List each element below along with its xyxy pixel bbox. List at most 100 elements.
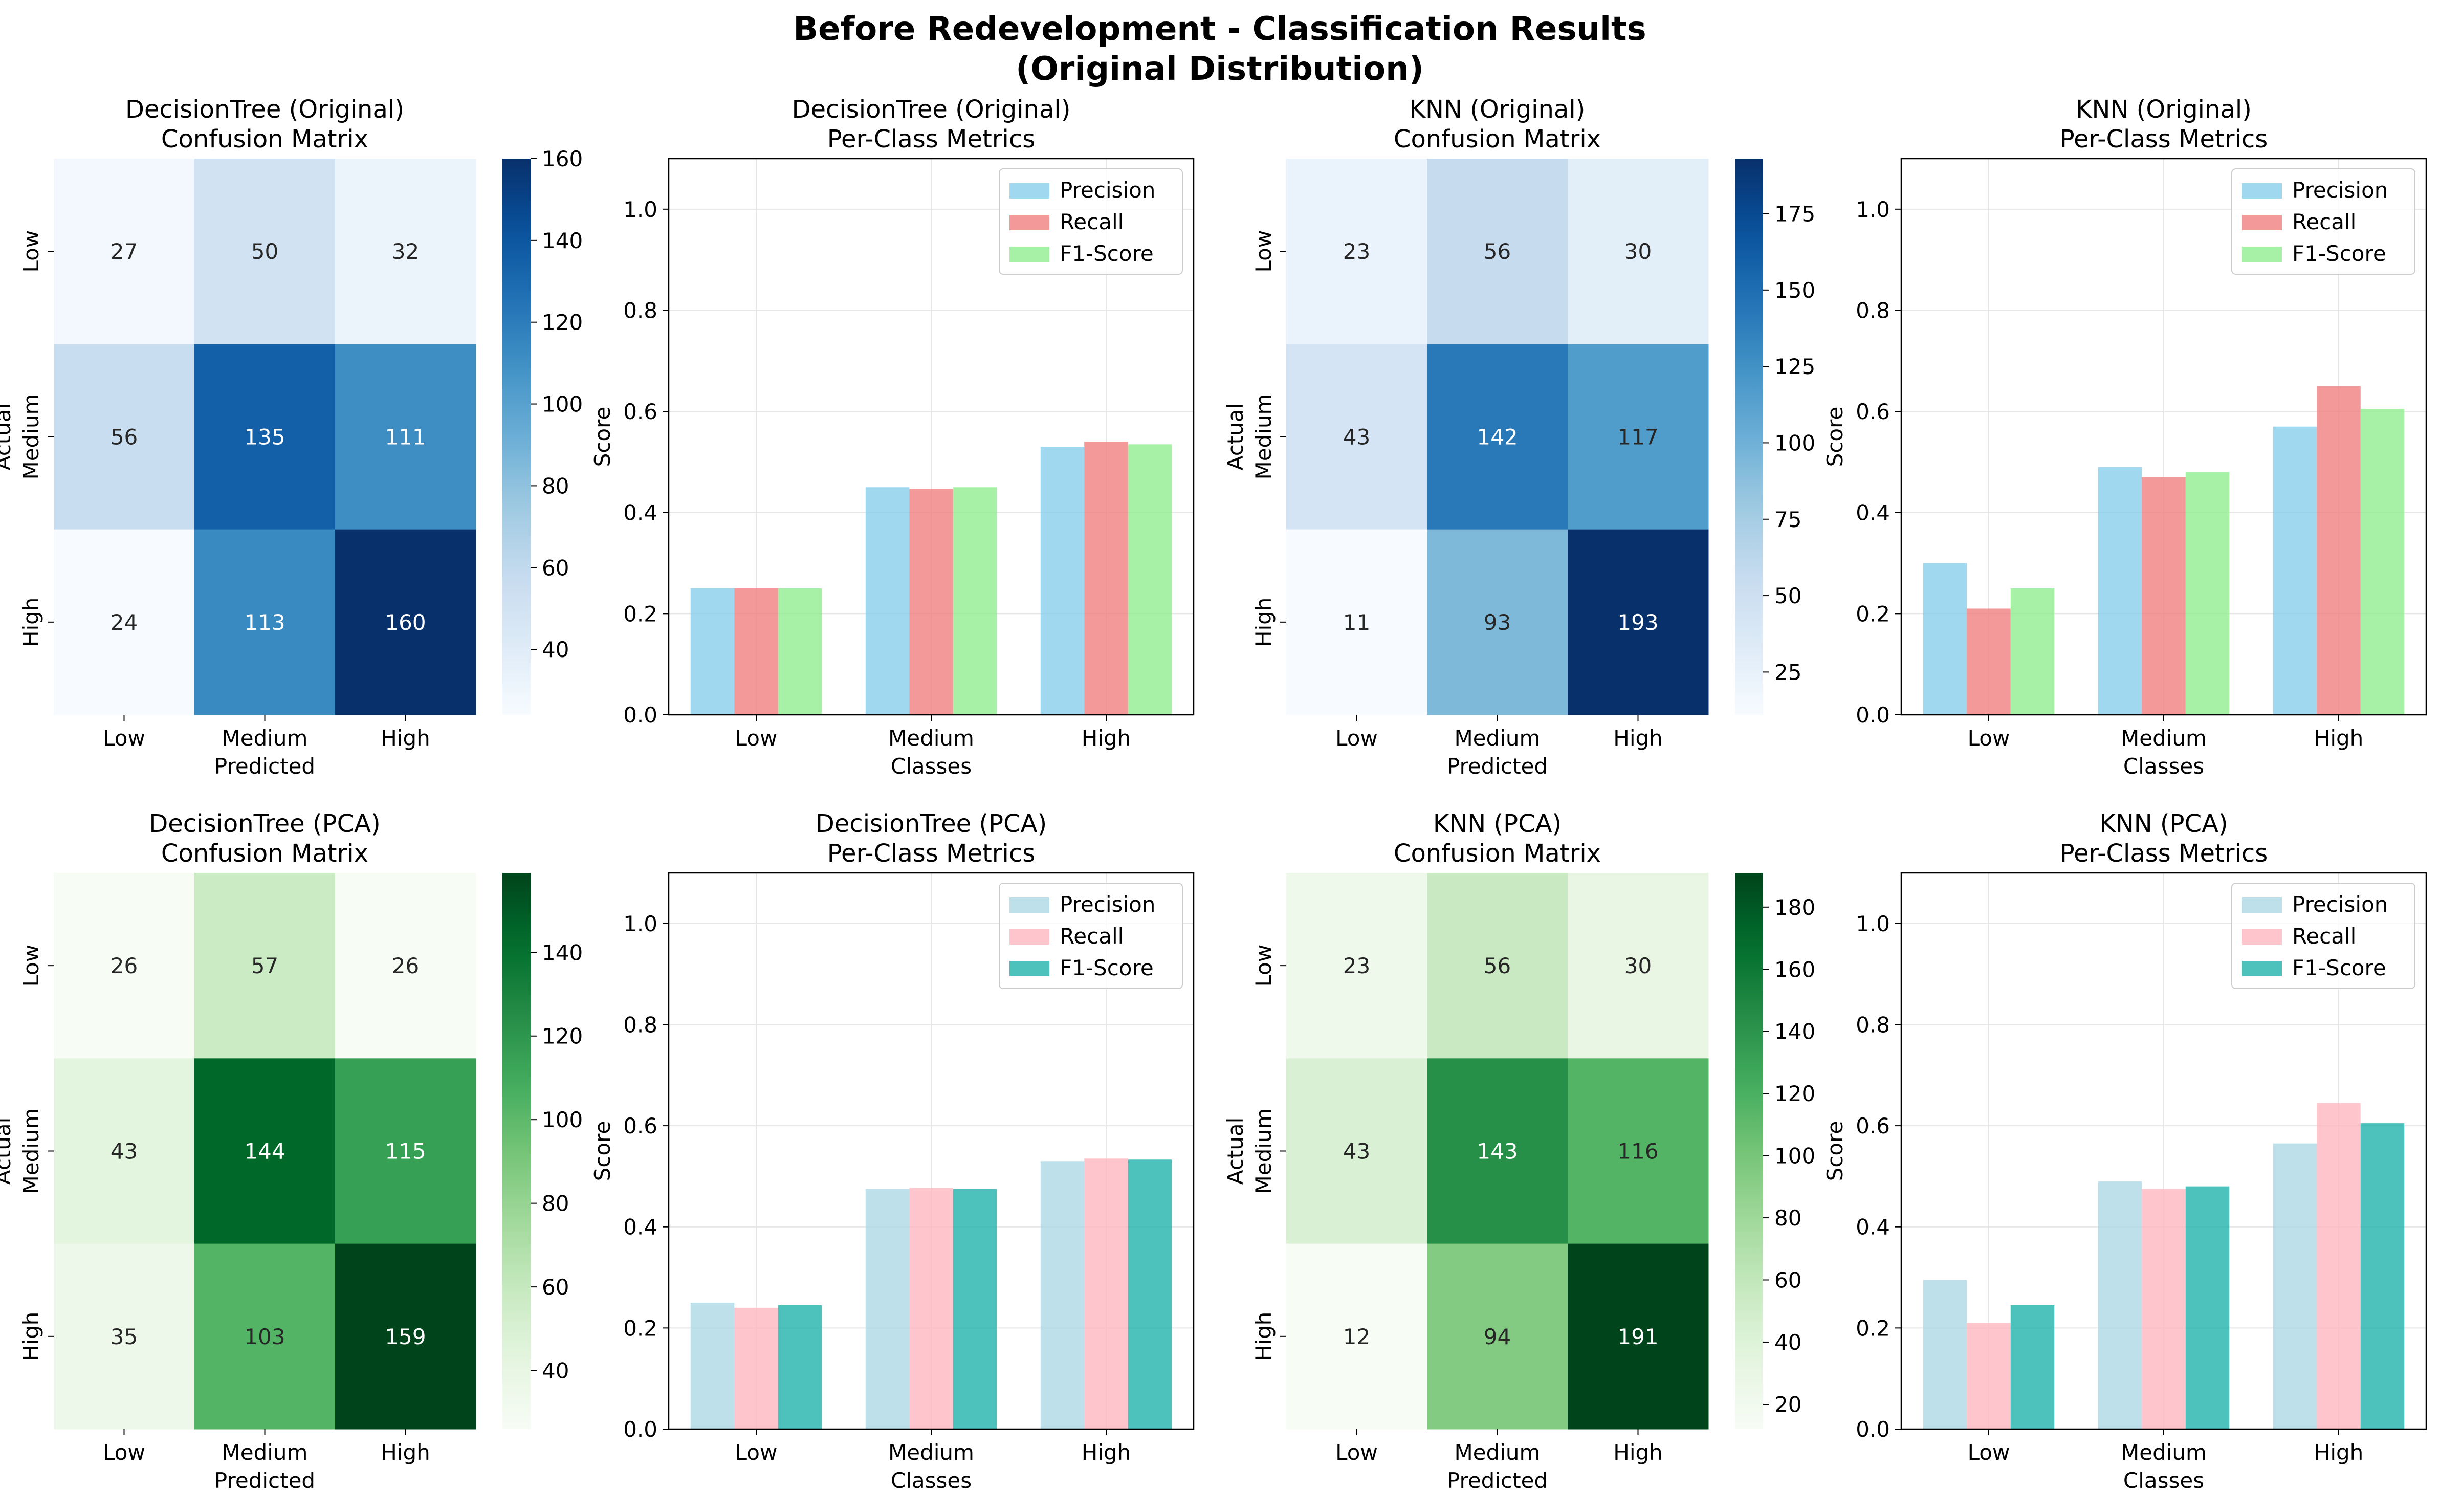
y-tick-label: Medium: [1251, 1108, 1276, 1194]
y-tick-label: High: [1251, 1312, 1276, 1362]
heatmap-cell-value: 94: [1484, 1324, 1511, 1349]
bar: [1967, 608, 2011, 715]
legend-swatch: [1009, 215, 1049, 230]
legend-label: Precision: [1060, 892, 1155, 917]
colorbar-tick-label: 180: [1774, 895, 1815, 920]
x-tick-label: Medium: [222, 726, 308, 751]
heatmap-cell-value: 11: [1343, 610, 1370, 635]
legend-swatch: [1009, 897, 1049, 913]
x-tick-label: Low: [735, 726, 778, 751]
heatmap-cell: [1286, 1058, 1427, 1244]
y-tick-label: 0.4: [1856, 500, 1890, 525]
panels: DecisionTree (Original) Confusion Matrix 2…: [0, 95, 2427, 1493]
legend-swatch: [2242, 215, 2282, 230]
heatmap-cell-value: 117: [1617, 425, 1658, 450]
bar-title-line1: DecisionTree (Original): [792, 95, 1071, 124]
x-tick-label: High: [1613, 1440, 1663, 1465]
x-tick-label: Medium: [2121, 726, 2207, 751]
legend-label: Recall: [1060, 924, 1124, 949]
legend-label: F1-Score: [2292, 241, 2386, 266]
bar: [690, 588, 735, 715]
y-tick-label: High: [18, 598, 43, 647]
heatmap-cell-value: 193: [1617, 610, 1658, 635]
heatmap-cell-value: 27: [111, 239, 138, 264]
colorbar-tick-label: 40: [542, 1358, 569, 1384]
legend-swatch: [1009, 929, 1049, 945]
colorbar-tick-label: 140: [542, 228, 583, 253]
heatmap-cell-value: 50: [251, 239, 278, 264]
x-tick-label: Low: [103, 1440, 145, 1465]
heatmap-title-line1: DecisionTree (Original): [125, 95, 404, 124]
x-tick-label: Medium: [1455, 726, 1541, 751]
y-axis-label: Actual: [0, 403, 15, 471]
y-tick-label: 0.0: [623, 703, 657, 728]
bar: [690, 1302, 735, 1429]
figure-title-line1: Before Redevelopment - Classification Re…: [793, 10, 1646, 48]
colorbar-tick-label: 160: [1774, 957, 1815, 982]
bar: [1967, 1323, 2011, 1429]
y-tick-label: 0.8: [1856, 298, 1890, 323]
bar-title-line2: Per-Class Metrics: [827, 125, 1036, 154]
colorbar-tick-label: 100: [542, 1107, 583, 1132]
heatmap-cell: [194, 344, 336, 530]
heatmap-cell-value: 159: [385, 1324, 426, 1349]
bar: [953, 487, 997, 715]
x-tick-label: Medium: [2121, 1440, 2207, 1465]
y-tick-label: 0.2: [1856, 601, 1890, 626]
colorbar-tick-label: 140: [542, 940, 583, 965]
x-tick-label: High: [1082, 726, 1131, 751]
heatmap-cell-value: 191: [1617, 1324, 1658, 1349]
bar: [778, 588, 822, 715]
colorbar-tick-label: 25: [1774, 660, 1801, 685]
colorbar-tick-label: 150: [1774, 278, 1815, 303]
colorbar-tick-label: 80: [542, 473, 569, 498]
legend-label: Recall: [2292, 209, 2356, 234]
colorbar-tick-label: 60: [542, 1275, 569, 1300]
y-tick-label: 0.0: [623, 1417, 657, 1442]
colorbar-tick-label: 120: [542, 1024, 583, 1049]
bar: [909, 1188, 953, 1429]
legend-label: Recall: [1060, 209, 1124, 234]
bar: [865, 487, 910, 715]
heatmap-cell-value: 116: [1617, 1139, 1658, 1164]
heatmap-cell: [1286, 344, 1427, 530]
y-tick-label: 0.2: [1856, 1316, 1890, 1341]
bar: [778, 1305, 822, 1429]
y-tick-label: 0.4: [1856, 1215, 1890, 1240]
legend-label: Recall: [2292, 924, 2356, 949]
heatmap-cell: [194, 873, 336, 1059]
x-tick-label: High: [381, 1440, 430, 1465]
y-tick-label: 1.0: [623, 911, 657, 936]
bar: [2142, 1189, 2186, 1429]
heatmap-title-line1: KNN (Original): [1410, 95, 1586, 124]
legend-swatch: [2242, 247, 2282, 262]
colorbar: [502, 873, 531, 1429]
bar-title-line1: DecisionTree (PCA): [816, 809, 1047, 838]
y-axis-label: Score: [590, 1121, 615, 1181]
heatmap-cell-value: 30: [1624, 953, 1652, 978]
y-tick-label: High: [18, 1312, 43, 1362]
y-axis-label: Actual: [1223, 403, 1248, 471]
heatmap-cell: [1286, 529, 1427, 715]
heatmap-cell: [194, 159, 336, 344]
x-tick-label: High: [381, 726, 430, 751]
y-tick-label: 0.6: [1856, 399, 1890, 424]
y-tick-label: 0.0: [1856, 1417, 1890, 1442]
heatmap-cell: [1427, 159, 1568, 344]
x-axis-label: Classes: [2123, 754, 2204, 779]
y-axis-label: Actual: [0, 1117, 15, 1185]
bar: [2185, 1186, 2230, 1429]
legend-label: Precision: [1060, 178, 1155, 203]
colorbar-tick-label: 80: [1774, 1206, 1801, 1231]
colorbar-tick-label: 140: [1774, 1019, 1815, 1044]
heatmap-title-line2: Confusion Matrix: [1394, 839, 1601, 868]
colorbar: [502, 159, 531, 715]
bar: [1923, 1280, 1967, 1429]
bar: [734, 1307, 778, 1429]
colorbar-tick-label: 100: [1774, 430, 1815, 455]
heatmap-cell: [54, 1058, 195, 1244]
legend-swatch: [1009, 183, 1049, 199]
bar-title-line1: KNN (PCA): [2099, 809, 2228, 838]
heatmap-cell: [54, 529, 195, 715]
heatmap-cell: [335, 529, 476, 715]
